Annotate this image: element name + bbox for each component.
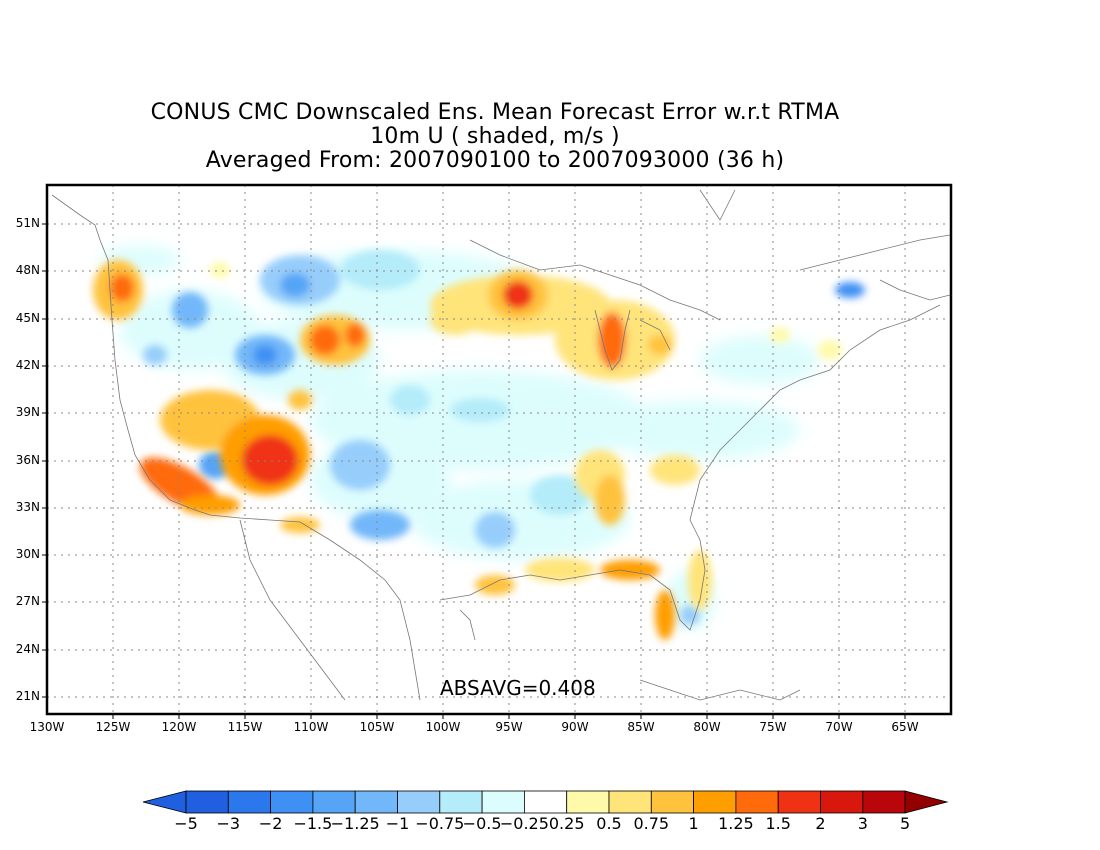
colorbar-tick-label: −5 (174, 814, 198, 833)
colorbar-tick-label: −1.25 (330, 814, 380, 833)
colorbar-tick-label: 0.5 (596, 814, 622, 833)
colorbar-swatch (693, 790, 737, 814)
lat-label-36n: 36N (15, 453, 40, 467)
colorbar-swatch (397, 790, 441, 814)
shaded-field (51, 189, 951, 701)
lat-label-39n: 39N (15, 405, 40, 419)
colorbar-swatch (270, 790, 314, 814)
colorbar-swatch (439, 790, 483, 814)
map-title: CONUS CMC Downscaled Ens. Mean Forecast … (0, 101, 990, 173)
colorbar-tick-label: −1 (385, 814, 410, 833)
colorbar-swatch (185, 790, 229, 814)
lon-label-70w: 70W (825, 720, 853, 734)
lon-label-75w: 75W (759, 720, 787, 734)
lat-label-33n: 33N (15, 500, 40, 514)
lat-label-24n: 24N (15, 642, 40, 656)
lon-label-130w: 130W (29, 720, 65, 734)
lat-label-21n: 21N (15, 689, 40, 703)
colorbar-swatch (777, 790, 821, 814)
lon-label-110w: 110W (293, 720, 329, 734)
colorbar-tick-label: −0.75 (415, 814, 465, 833)
colorbar-swatch (481, 790, 525, 814)
colorbar-tick-label: −0.5 (462, 814, 502, 833)
colorbar-tick-label: −3 (216, 814, 241, 833)
lon-label-90w: 90W (561, 720, 589, 734)
lon-label-100w: 100W (425, 720, 461, 734)
colorbar-arrow-right (904, 790, 949, 814)
colorbar-swatch (862, 790, 906, 814)
lat-label-30n: 30N (15, 547, 40, 561)
map-border (45, 183, 953, 716)
colorbar-tick-label: 3 (857, 814, 868, 833)
lon-label-95w: 95W (495, 720, 523, 734)
title-line-3: Averaged From: 2007090100 to 2007093000 … (205, 148, 785, 173)
lat-label-45n: 45N (15, 311, 40, 325)
lon-label-115w: 115W (227, 720, 263, 734)
lat-label-42n: 42N (15, 358, 40, 372)
colorbar-swatch (227, 790, 272, 814)
colorbar-swatch (608, 790, 652, 814)
title-line-1: CONUS CMC Downscaled Ens. Mean Forecast … (150, 100, 840, 125)
colorbar-swatch (650, 790, 694, 814)
colorbar-swatch (566, 790, 610, 814)
colorbar-tick-label: 2 (815, 814, 826, 833)
colorbar-tick-label: −0.25 (499, 814, 549, 833)
lat-label-48n: 48N (15, 263, 40, 277)
coastline-lines (51, 189, 951, 701)
lon-label-85w: 85W (627, 720, 655, 734)
colorbar (142, 790, 949, 814)
colorbar-tick-label: 1 (688, 814, 699, 833)
colorbar-arrow-left (142, 790, 187, 814)
colorbar-swatch (820, 790, 864, 814)
title-line-2: 10m U ( shaded, m/s ) (370, 124, 620, 149)
colorbar-tick-label: 1.5 (765, 814, 791, 833)
lon-label-125w: 125W (95, 720, 131, 734)
lon-label-105w: 105W (359, 720, 395, 734)
lon-label-80w: 80W (693, 720, 721, 734)
colorbar-tick-label: 5 (900, 814, 911, 833)
colorbar-swatch (524, 790, 568, 814)
colorbar-swatch (354, 790, 398, 814)
lon-label-65w: 65W (891, 720, 919, 734)
absavg-label: ABSAVG=0.408 (440, 676, 596, 700)
colorbar-swatch (312, 790, 356, 814)
colorbar-tick-label: −1.5 (293, 814, 333, 833)
lat-label-51n: 51N (15, 216, 40, 230)
lon-label-120w: 120W (161, 720, 197, 734)
colorbar-swatch (735, 790, 779, 814)
colorbar-tick-label: 0.75 (633, 814, 670, 833)
colorbar-tick-label: −2 (258, 814, 283, 833)
colorbar-tick-label: 0.25 (548, 814, 585, 833)
lat-label-27n: 27N (15, 594, 40, 608)
colorbar-tick-label: 1.25 (718, 814, 754, 833)
